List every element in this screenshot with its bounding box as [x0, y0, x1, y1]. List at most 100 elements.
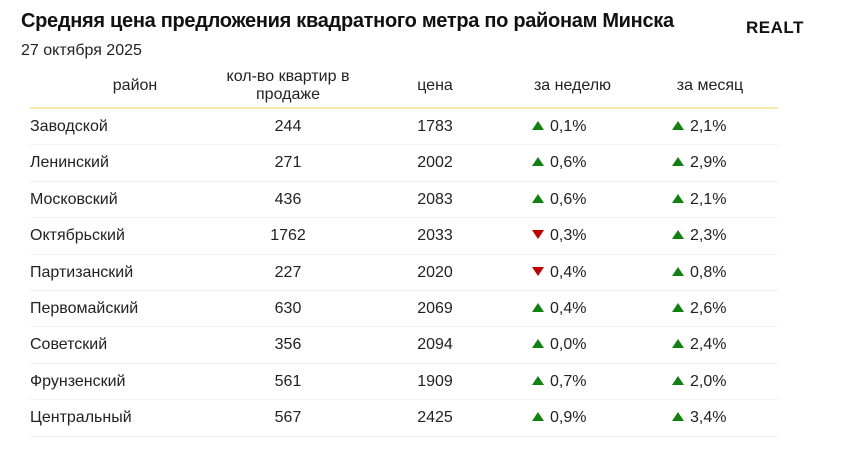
arrow-up-icon [672, 375, 684, 385]
week-change-value: 0,4% [550, 263, 587, 281]
week-change-value: 0,1% [550, 118, 587, 135]
week-change-value: 0,6% [550, 154, 587, 172]
week-change: 0,4% [532, 300, 586, 318]
week-change: 0,4% [532, 264, 586, 282]
month-change-value: 2,9% [690, 154, 727, 172]
week-change: 0,0% [532, 336, 586, 354]
table-row: Московский 436 2083 0,6% 2,1% [30, 182, 778, 219]
week-change-value: 0,7% [550, 372, 587, 390]
arrow-up-icon [672, 412, 684, 422]
arrow-up-icon [672, 302, 684, 312]
week-change: 0,6% [532, 191, 586, 209]
month-change: 3,4% [672, 409, 726, 427]
price-value: 2083 [417, 190, 453, 208]
table-row: Октябрьский 1762 2033 0,3% 2,3% [30, 218, 778, 255]
month-change: 2,6% [672, 300, 726, 318]
arrow-up-icon [672, 121, 684, 130]
week-change-value: 0,0% [550, 336, 587, 354]
week-change-value: 0,4% [550, 299, 587, 317]
week-change: 0,7% [532, 373, 586, 391]
arrow-up-icon [532, 302, 544, 312]
listing-count: 227 [274, 263, 302, 281]
price-value: 2033 [417, 227, 453, 245]
district-name: Заводской [30, 118, 108, 135]
arrow-up-icon [672, 230, 684, 240]
table-row: Советский 356 2094 0,0% 2,4% [30, 327, 778, 364]
week-change-value: 0,3% [550, 227, 587, 245]
district-name: Центральный [30, 409, 132, 427]
listing-count: 271 [274, 154, 302, 172]
week-change: 0,3% [532, 227, 586, 245]
month-change-value: 2,6% [690, 299, 727, 317]
week-change-value: 0,9% [550, 409, 587, 427]
month-change-value: 0,8% [690, 263, 727, 281]
table-row: Центральный 567 2425 0,9% 3,4% [30, 400, 778, 437]
district-name: Советский [30, 336, 108, 354]
district-name: Ленинский [30, 154, 109, 172]
month-change: 2,3% [672, 227, 726, 245]
arrow-up-icon [532, 375, 544, 385]
price-value: 2425 [417, 409, 453, 427]
district-name: Первомайский [30, 299, 139, 317]
header-month: за месяц [676, 77, 744, 94]
month-change-value: 3,4% [690, 409, 727, 427]
listing-count: 630 [274, 299, 302, 317]
arrow-down-icon [532, 266, 544, 276]
chart-title: Средняя цена предложения квадратного мет… [21, 10, 674, 32]
month-change: 2,0% [672, 373, 726, 391]
header-district: район [112, 77, 158, 94]
arrow-up-icon [672, 266, 684, 276]
month-change: 2,4% [672, 336, 726, 354]
arrow-up-icon [532, 121, 544, 130]
table-row: Ленинский 271 2002 0,6% 2,9% [30, 145, 778, 182]
arrow-up-icon [532, 193, 544, 203]
table-header: район кол-во квартир в продаже цена за н… [30, 66, 778, 109]
price-value: 2002 [417, 154, 453, 172]
price-value: 2069 [417, 299, 453, 317]
table-row: Заводской 244 1783 0,1% 2,1% [30, 109, 778, 146]
header-week: за неделю [533, 77, 612, 94]
week-change: 0,1% [532, 118, 586, 136]
district-name: Московский [30, 190, 118, 208]
realt-logo: REALT [746, 18, 804, 37]
week-change: 0,9% [532, 409, 586, 427]
listing-count: 356 [274, 336, 302, 354]
week-change: 0,6% [532, 154, 586, 172]
header-count: кол-во квартир в продаже [226, 68, 350, 103]
month-change: 2,1% [672, 118, 726, 136]
week-change-value: 0,6% [550, 190, 587, 208]
month-change-value: 2,0% [690, 372, 727, 390]
price-table: район кол-во квартир в продаже цена за н… [30, 66, 778, 437]
district-name: Партизанский [30, 263, 134, 281]
month-change: 2,9% [672, 154, 726, 172]
arrow-up-icon [672, 157, 684, 167]
table-row: Первомайский 630 2069 0,4% 2,6% [30, 291, 778, 328]
month-change-value: 2,1% [690, 118, 727, 135]
price-value: 2094 [417, 336, 453, 354]
arrow-up-icon [672, 193, 684, 203]
listing-count: 244 [274, 118, 302, 135]
arrow-down-icon [532, 230, 544, 240]
arrow-up-icon [532, 157, 544, 167]
listing-count: 567 [274, 409, 302, 427]
district-name: Октябрьский [30, 227, 125, 245]
month-change-value: 2,3% [690, 227, 727, 245]
price-value: 1909 [417, 372, 453, 390]
table-row: Партизанский 227 2020 0,4% 0,8% [30, 255, 778, 291]
price-value: 1783 [417, 118, 453, 135]
header-price: цена [417, 77, 453, 94]
chart-date: 27 октября 2025 [21, 42, 142, 59]
month-change: 2,1% [672, 191, 726, 209]
listing-count: 561 [274, 372, 302, 390]
arrow-up-icon [532, 412, 544, 422]
month-change: 0,8% [672, 264, 726, 282]
month-change-value: 2,4% [690, 336, 727, 354]
price-value: 2020 [417, 263, 453, 281]
district-name: Фрунзенский [30, 372, 126, 390]
month-change-value: 2,1% [690, 190, 727, 208]
arrow-up-icon [532, 339, 544, 349]
listing-count: 436 [274, 190, 302, 208]
table-row: Фрунзенский 561 1909 0,7% 2,0% [30, 364, 778, 401]
listing-count: 1762 [270, 227, 306, 245]
arrow-up-icon [672, 339, 684, 349]
